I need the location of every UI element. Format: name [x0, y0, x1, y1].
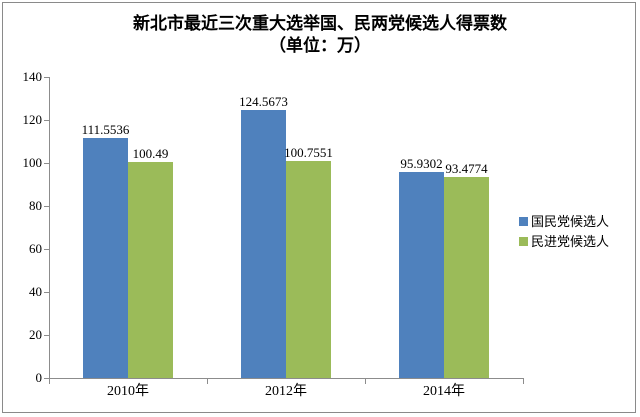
x-axis-tick — [365, 378, 366, 384]
bar-dpp-2012年 — [286, 161, 331, 378]
legend-label: 国民党候选人 — [531, 213, 610, 229]
bar-kmt-2014年 — [399, 172, 444, 378]
chart-title-line1: 新北市最近三次重大选举国、民两党候选人得票数 — [133, 14, 507, 33]
x-axis-category-label: 2014年 — [423, 384, 465, 399]
y-axis-line — [49, 77, 50, 379]
bar-data-label: 93.4774 — [445, 161, 488, 176]
bar-data-label: 100.7551 — [284, 145, 333, 160]
y-axis-tick — [44, 206, 49, 207]
bar-data-label: 124.5673 — [239, 94, 288, 109]
y-axis-tick-label: 20 — [29, 327, 42, 342]
bar-data-label: 100.49 — [132, 146, 169, 161]
y-axis-tick — [44, 249, 49, 250]
y-axis-tick — [44, 335, 49, 336]
legend-label: 民进党候选人 — [531, 233, 610, 249]
legend: 国民党候选人 民进党候选人 — [519, 211, 609, 251]
y-axis-tick-label: 120 — [22, 112, 43, 127]
y-axis-tick — [44, 292, 49, 293]
legend-swatch-icon — [519, 216, 528, 226]
y-axis-tick-label: 60 — [29, 241, 42, 256]
y-axis-tick — [44, 163, 49, 164]
y-axis-tick-label: 80 — [29, 198, 42, 213]
chart-title-line2: （单位：万） — [269, 36, 371, 55]
bar-kmt-2010年 — [83, 138, 128, 378]
x-axis-category-label: 2010年 — [107, 384, 149, 399]
y-axis-tick-label: 40 — [29, 284, 42, 299]
y-axis-tick — [44, 77, 49, 78]
bar-dpp-2010年 — [128, 162, 173, 378]
x-axis-tick — [523, 378, 524, 384]
y-axis-tick-label: 140 — [22, 69, 43, 84]
legend-item: 民进党候选人 — [519, 231, 609, 251]
x-axis-line — [49, 378, 524, 379]
bar-data-label: 111.5536 — [81, 122, 130, 137]
bar-dpp-2014年 — [444, 177, 489, 378]
legend-swatch-icon — [519, 236, 528, 246]
legend-item: 国民党候选人 — [519, 211, 609, 231]
x-axis-tick — [49, 378, 50, 384]
y-axis-tick — [44, 120, 49, 121]
y-axis-tick-label: 100 — [22, 155, 43, 170]
bar-data-label: 95.9302 — [400, 156, 443, 171]
bar-kmt-2012年 — [241, 110, 286, 378]
y-axis-tick — [44, 378, 49, 379]
x-axis-tick — [207, 378, 208, 384]
y-axis-tick-label: 0 — [35, 370, 43, 385]
chart-title: 新北市最近三次重大选举国、民两党候选人得票数 （单位：万） — [0, 13, 640, 57]
x-axis-category-label: 2012年 — [265, 384, 307, 399]
